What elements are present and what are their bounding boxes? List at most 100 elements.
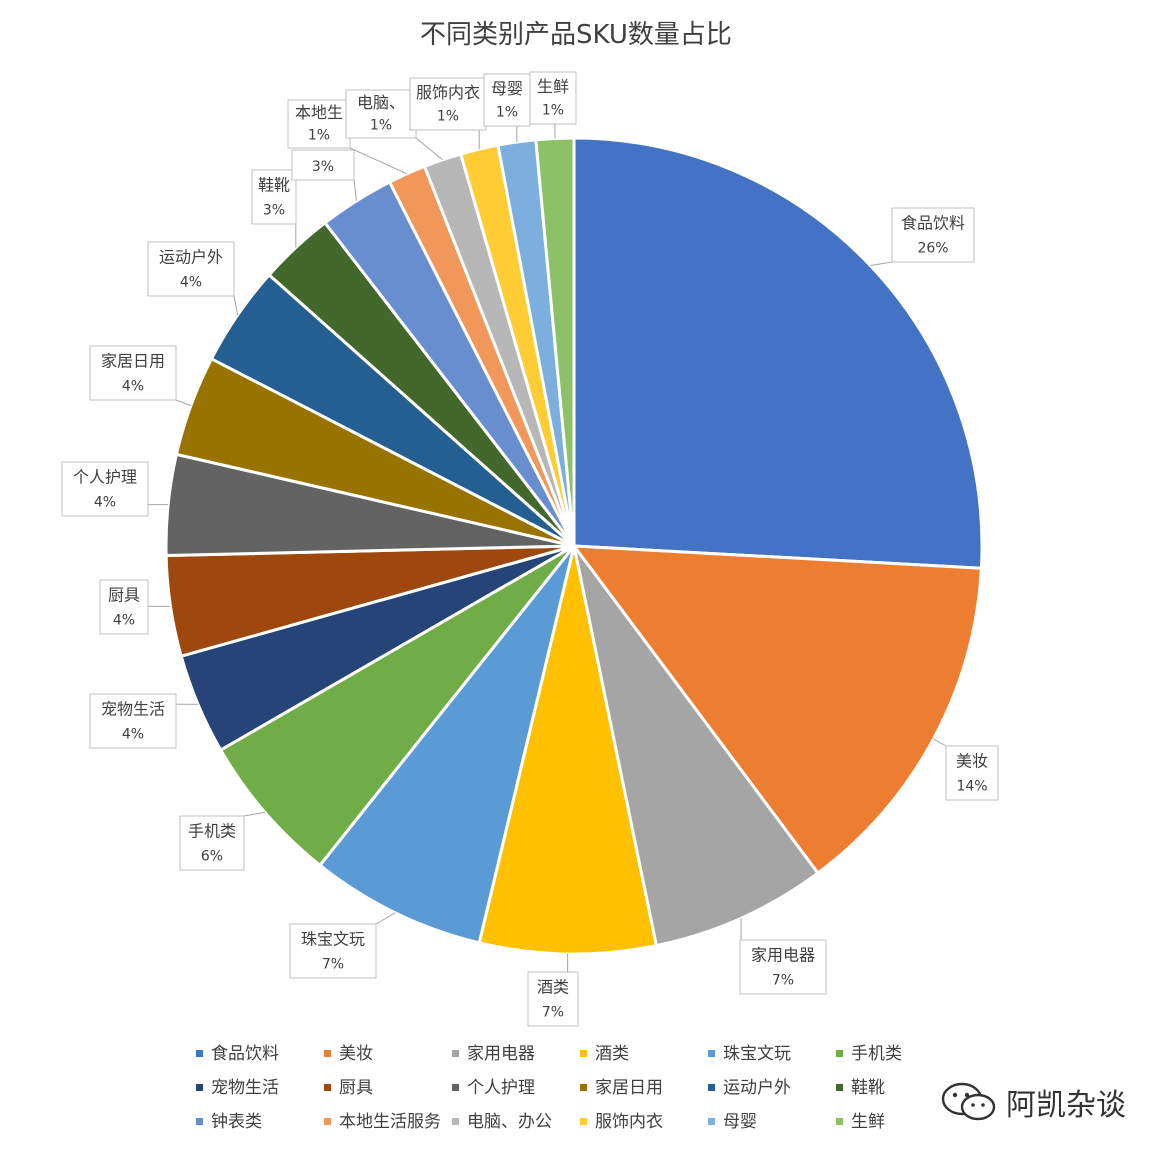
legend-item: 手机类 [836, 1042, 902, 1066]
callout-pct: 4% [122, 726, 144, 742]
callout-name: 电脑、 [357, 93, 405, 112]
leader-line-13 [349, 147, 408, 175]
callout-name: 手机类 [188, 822, 236, 841]
callout-pct: 3% [312, 159, 334, 175]
leader-line-14 [415, 137, 443, 161]
callout-name: 食品饮料 [901, 214, 965, 233]
leader-line-12 [353, 179, 357, 201]
callout-box [945, 745, 999, 801]
legend-item: 生鲜 [836, 1110, 885, 1134]
legend-label: 食品饮料 [211, 1044, 279, 1064]
callout-label-9: 家居日用 4% [89, 345, 177, 401]
callout-name: 厨具 [108, 586, 140, 605]
callout-label-10: 运动户外 4% [147, 241, 235, 297]
leader-line-10 [233, 295, 239, 316]
legend-swatch [836, 1049, 843, 1057]
callout-pct: 1% [370, 117, 392, 133]
watermark-text: 阿凯杂谈 [1006, 1088, 1126, 1123]
legend-label: 宠物生活 [211, 1078, 279, 1098]
callout-name: 服饰内衣 [416, 83, 480, 102]
callout-box [99, 579, 149, 635]
legend-swatch [452, 1117, 459, 1125]
legend-label: 电脑、办公 [467, 1112, 552, 1132]
leader-line-9 [175, 399, 192, 406]
legend-item: 美妆 [324, 1042, 373, 1066]
chart-title: 不同类别产品SKU数量占比 [420, 20, 732, 50]
pie-slice-3 [477, 545, 659, 956]
legend-label: 美妆 [339, 1044, 373, 1064]
callout-box [287, 99, 351, 149]
leader-line-4 [375, 912, 396, 925]
callout-name: 美妆 [956, 752, 988, 771]
callout-pct: 1% [542, 103, 564, 119]
legend-label: 手机类 [851, 1044, 902, 1064]
callout-box [891, 207, 975, 263]
legend-swatch [580, 1117, 587, 1125]
legend-label: 钟表类 [211, 1112, 262, 1132]
legend-swatch [580, 1049, 587, 1057]
callout-box [291, 149, 355, 181]
callout-box [89, 693, 177, 749]
legend-label: 服饰内衣 [595, 1112, 663, 1132]
legend-swatch [324, 1083, 331, 1091]
callout-label-4: 珠宝文玩 7% [289, 923, 377, 979]
callout-label-3: 酒类 7% [527, 971, 579, 1027]
callout-name: 宠物生活 [101, 700, 165, 719]
callout-pct: 1% [496, 105, 518, 121]
legend-swatch [708, 1117, 715, 1125]
legend-label: 厨具 [339, 1078, 373, 1098]
callout-label-16: 母婴 1% [483, 73, 531, 127]
callout-label-12: 3% [291, 149, 355, 181]
leader-line-1 [933, 738, 947, 747]
legend-swatch [324, 1117, 331, 1125]
legend-swatch [196, 1117, 203, 1125]
callout-pct: 7% [542, 1004, 564, 1020]
legend-label: 运动户外 [723, 1078, 791, 1098]
callout-label-6: 宠物生活 4% [89, 693, 177, 749]
callout-pct: 7% [772, 972, 794, 988]
legend-swatch [836, 1083, 843, 1091]
callout-box [527, 971, 579, 1027]
legend-label: 家用电器 [467, 1044, 535, 1064]
legend-swatch [580, 1083, 587, 1091]
legend-item: 宠物生活 [196, 1076, 279, 1100]
callout-label-11: 鞋靴 3% [251, 169, 297, 225]
callout-name: 运动户外 [159, 248, 223, 267]
legend-label: 个人护理 [467, 1078, 535, 1098]
legend-item: 钟表类 [196, 1110, 262, 1134]
legend-item: 厨具 [324, 1076, 373, 1100]
callout-box [345, 89, 417, 139]
callout-box [529, 71, 577, 125]
legend-swatch [708, 1083, 715, 1091]
legend-item: 运动户外 [708, 1076, 791, 1100]
legend-label: 酒类 [595, 1044, 629, 1064]
callout-pct: 3% [263, 202, 285, 218]
callout-name: 家居日用 [101, 352, 165, 371]
legend-swatch [196, 1049, 203, 1057]
callout-box [251, 169, 297, 225]
callout-box [739, 939, 827, 995]
callout-pct: 1% [437, 109, 459, 125]
pie-chart: 食品饮料26%美妆14%家用电器7%酒类7%珠宝文玩7%手机类6%宠物生活4%厨… [61, 71, 999, 1027]
callout-pct: 26% [917, 240, 948, 256]
callout-label-5: 手机类 6% [179, 815, 245, 871]
callout-box [89, 345, 177, 401]
pie-slice-2 [572, 545, 821, 948]
wechat-icon [941, 1082, 996, 1121]
callout-name: 生鲜 [537, 77, 569, 96]
callout-box [61, 461, 149, 517]
legend-item: 电脑、办公 [452, 1110, 552, 1134]
callout-pct: 4% [94, 494, 116, 510]
callout-pct: 4% [113, 612, 135, 628]
legend-swatch [708, 1049, 715, 1057]
legend-item: 食品饮料 [196, 1042, 279, 1066]
legend-item: 母婴 [708, 1110, 757, 1134]
legend-label: 家居日用 [595, 1078, 663, 1098]
leader-line-0 [870, 261, 893, 266]
legend-label: 本地生活服务 [339, 1112, 441, 1132]
legend-swatch [324, 1049, 331, 1057]
callout-name: 母婴 [491, 79, 523, 98]
legend-label: 珠宝文玩 [723, 1044, 791, 1064]
pie-slice-4 [317, 545, 576, 945]
callout-label-8: 个人护理 4% [61, 461, 149, 517]
